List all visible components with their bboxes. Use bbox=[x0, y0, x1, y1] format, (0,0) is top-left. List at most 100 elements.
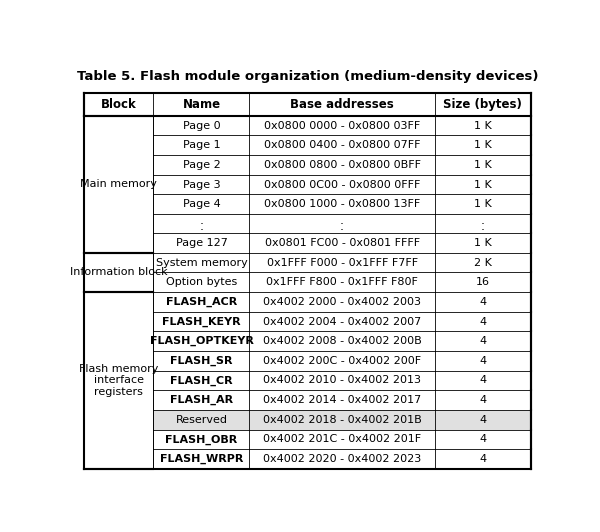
Text: Information block: Information block bbox=[70, 268, 168, 278]
Text: 1 K: 1 K bbox=[474, 121, 491, 131]
Text: FLASH_ACR: FLASH_ACR bbox=[166, 297, 237, 307]
Text: 0x4002 2018 - 0x4002 201B: 0x4002 2018 - 0x4002 201B bbox=[263, 415, 421, 425]
Bar bbox=[250, 155, 435, 174]
Text: .: . bbox=[340, 214, 344, 227]
Text: 0x4002 2020 - 0x4002 2023: 0x4002 2020 - 0x4002 2023 bbox=[263, 454, 421, 464]
Text: 0x4002 2010 - 0x4002 2013: 0x4002 2010 - 0x4002 2013 bbox=[263, 376, 421, 386]
Text: .: . bbox=[199, 214, 203, 227]
Bar bbox=[250, 331, 435, 351]
Bar bbox=[154, 331, 250, 351]
Text: FLASH_CR: FLASH_CR bbox=[170, 376, 233, 386]
Text: FLASH_OPTKEYR: FLASH_OPTKEYR bbox=[149, 336, 253, 346]
Bar bbox=[250, 233, 435, 253]
Text: 0x0800 0800 - 0x0800 0BFF: 0x0800 0800 - 0x0800 0BFF bbox=[263, 160, 421, 170]
Text: 0x4002 201C - 0x4002 201F: 0x4002 201C - 0x4002 201F bbox=[263, 435, 421, 444]
Bar bbox=[154, 233, 250, 253]
Bar bbox=[154, 390, 250, 410]
Text: FLASH_OBR: FLASH_OBR bbox=[166, 434, 238, 445]
Bar bbox=[154, 116, 250, 136]
Bar bbox=[154, 136, 250, 155]
Text: FLASH_SR: FLASH_SR bbox=[170, 356, 233, 366]
Text: 0x4002 2014 - 0x4002 2017: 0x4002 2014 - 0x4002 2017 bbox=[263, 395, 421, 405]
Text: Reserved: Reserved bbox=[175, 415, 227, 425]
Bar bbox=[154, 312, 250, 331]
Text: 0x0800 0C00 - 0x0800 0FFF: 0x0800 0C00 - 0x0800 0FFF bbox=[264, 179, 420, 189]
Text: 0x4002 200C - 0x4002 200F: 0x4002 200C - 0x4002 200F bbox=[263, 356, 421, 366]
Text: 4: 4 bbox=[479, 356, 486, 366]
Bar bbox=[154, 351, 250, 371]
Text: Page 2: Page 2 bbox=[182, 160, 220, 170]
Bar bbox=[435, 253, 531, 272]
Text: System memory: System memory bbox=[155, 257, 247, 268]
Text: Page 4: Page 4 bbox=[182, 199, 220, 209]
Text: .: . bbox=[199, 220, 203, 233]
Bar bbox=[435, 292, 531, 312]
Bar bbox=[154, 253, 250, 272]
Bar bbox=[250, 371, 435, 390]
Bar bbox=[435, 194, 531, 214]
Bar bbox=[435, 116, 531, 136]
Text: Page 127: Page 127 bbox=[176, 238, 227, 248]
Text: FLASH_AR: FLASH_AR bbox=[170, 395, 233, 405]
Bar bbox=[435, 214, 531, 233]
Text: 4: 4 bbox=[479, 336, 486, 346]
Text: 1 K: 1 K bbox=[474, 199, 491, 209]
Bar bbox=[250, 272, 435, 292]
Bar bbox=[154, 194, 250, 214]
Text: 4: 4 bbox=[479, 454, 486, 464]
Bar bbox=[154, 174, 250, 194]
Bar bbox=[250, 292, 435, 312]
Text: 4: 4 bbox=[479, 317, 486, 327]
Bar bbox=[250, 449, 435, 469]
Bar bbox=[250, 174, 435, 194]
Bar bbox=[435, 272, 531, 292]
Bar bbox=[154, 429, 250, 449]
Text: 4: 4 bbox=[479, 435, 486, 444]
Bar bbox=[250, 390, 435, 410]
Text: Main memory: Main memory bbox=[80, 179, 157, 189]
Bar bbox=[250, 253, 435, 272]
Bar bbox=[154, 410, 250, 429]
Bar bbox=[154, 371, 250, 390]
Text: Page 3: Page 3 bbox=[182, 179, 220, 189]
Text: Page 1: Page 1 bbox=[182, 140, 220, 150]
Text: 0x4002 2008 - 0x4002 200B: 0x4002 2008 - 0x4002 200B bbox=[263, 336, 421, 346]
Bar bbox=[84, 116, 154, 253]
Text: 0x1FFF F800 - 0x1FFF F80F: 0x1FFF F800 - 0x1FFF F80F bbox=[266, 277, 418, 287]
Bar bbox=[250, 116, 435, 136]
Text: 1 K: 1 K bbox=[474, 238, 491, 248]
Bar bbox=[435, 331, 531, 351]
Bar bbox=[435, 371, 531, 390]
Text: FLASH_WRPR: FLASH_WRPR bbox=[160, 454, 243, 464]
Bar bbox=[84, 292, 154, 469]
Bar bbox=[84, 253, 154, 292]
Text: Option bytes: Option bytes bbox=[166, 277, 237, 287]
Text: Flash memory
interface
registers: Flash memory interface registers bbox=[79, 364, 158, 397]
Text: 1 K: 1 K bbox=[474, 179, 491, 189]
Text: Table 5. Flash module organization (medium-density devices): Table 5. Flash module organization (medi… bbox=[77, 70, 538, 83]
Text: 1 K: 1 K bbox=[474, 140, 491, 150]
Text: Base addresses: Base addresses bbox=[290, 98, 394, 111]
Bar bbox=[435, 390, 531, 410]
Text: 0x4002 2000 - 0x4002 2003: 0x4002 2000 - 0x4002 2003 bbox=[263, 297, 421, 307]
Bar bbox=[154, 155, 250, 174]
Text: Block: Block bbox=[101, 98, 137, 111]
Text: Name: Name bbox=[182, 98, 221, 111]
Text: Size (bytes): Size (bytes) bbox=[443, 98, 522, 111]
Text: 4: 4 bbox=[479, 395, 486, 405]
Text: 2 K: 2 K bbox=[474, 257, 491, 268]
Bar bbox=[250, 410, 435, 429]
Bar bbox=[154, 214, 250, 233]
Text: FLASH_KEYR: FLASH_KEYR bbox=[162, 317, 241, 327]
Bar bbox=[435, 155, 531, 174]
Bar bbox=[250, 214, 435, 233]
Text: 0x0800 0400 - 0x0800 07FF: 0x0800 0400 - 0x0800 07FF bbox=[264, 140, 421, 150]
Text: 0x0800 1000 - 0x0800 13FF: 0x0800 1000 - 0x0800 13FF bbox=[264, 199, 420, 209]
Text: 16: 16 bbox=[476, 277, 490, 287]
Bar bbox=[154, 449, 250, 469]
Bar bbox=[435, 233, 531, 253]
Text: .: . bbox=[340, 220, 344, 233]
Text: Page 0: Page 0 bbox=[182, 121, 220, 131]
Text: 4: 4 bbox=[479, 297, 486, 307]
Bar bbox=[154, 292, 250, 312]
